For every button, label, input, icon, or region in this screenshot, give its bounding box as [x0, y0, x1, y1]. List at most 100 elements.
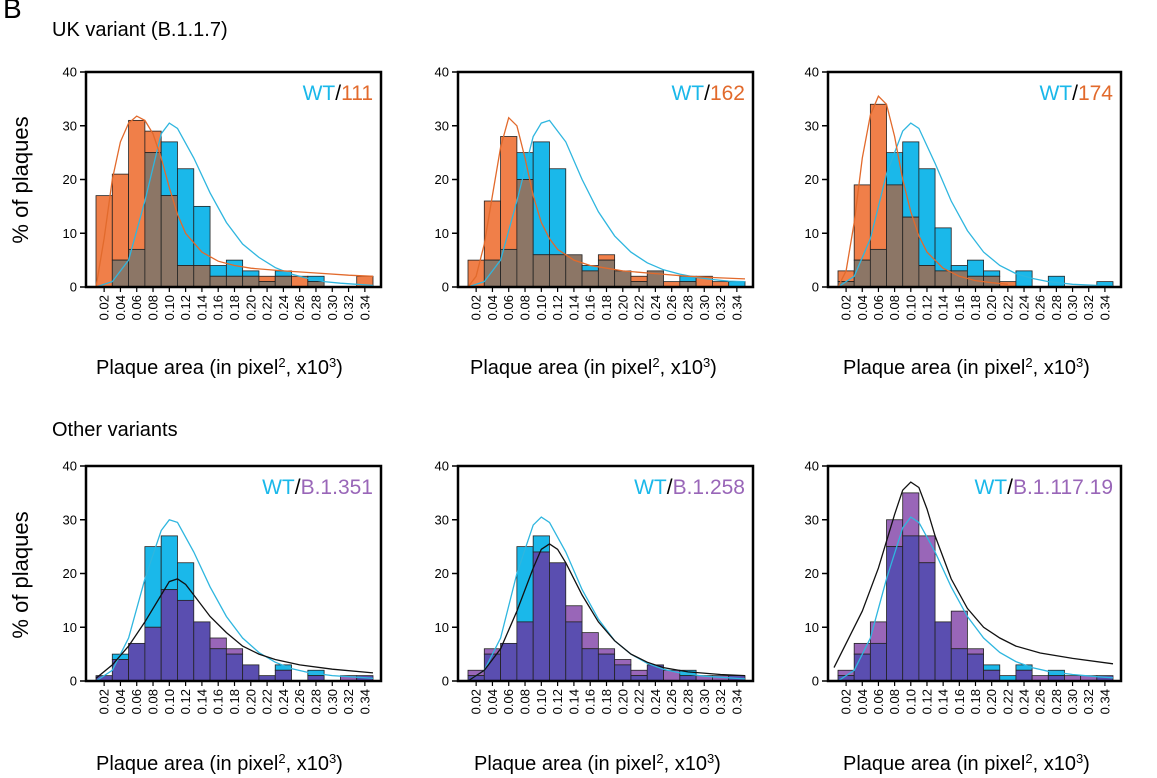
x-tick-label: 0.20: [243, 295, 258, 320]
y-tick-label: 40: [63, 65, 77, 80]
bar-overlap-0.08: [144, 626, 162, 682]
x-tick-label: 0.10: [534, 295, 549, 320]
legend: WT/174: [1039, 82, 1113, 105]
bar-overlap-0.10: [160, 195, 178, 288]
x-tick-label: 0.10: [162, 689, 177, 714]
x-tick-label: 0.10: [903, 689, 918, 714]
bar-wt-0.18: [225, 259, 244, 277]
y-tick-label: 40: [435, 65, 449, 80]
bar-wt-0.10: [902, 141, 920, 218]
y-tick-label: 0: [70, 280, 77, 295]
x-tick-label: 0.14: [566, 689, 581, 714]
y-tick-label: 10: [435, 226, 449, 241]
bar-overlap-0.14: [934, 270, 952, 288]
x-tick-label: 0.30: [1065, 295, 1080, 320]
x-tick-label: 0.12: [919, 295, 934, 320]
x-tick-label: 0.32: [713, 689, 728, 714]
x-tick-label: 0.02: [469, 689, 484, 714]
x-tick-label: 0.04: [485, 689, 500, 714]
fit-curve-wt: [95, 122, 374, 288]
bar-overlap-0.04: [853, 653, 871, 682]
x-tick-label: 0.10: [903, 295, 918, 320]
y-tick-label: 40: [63, 459, 77, 474]
bar-wt-0.16: [950, 265, 968, 272]
x-tick-label: 0.04: [485, 295, 500, 320]
bar-overlap-0.14: [193, 621, 211, 682]
bar-overlap-0.12: [549, 254, 567, 288]
x-tick-label: 0.12: [178, 295, 193, 320]
y-tick-label: 10: [63, 620, 77, 635]
x-tick-label: 0.08: [887, 689, 902, 714]
bar-variant-0.14: [565, 605, 583, 623]
x-tick-label: 0.04: [113, 295, 128, 320]
y-tick-label: 10: [805, 226, 819, 241]
x-tick-label: 0.26: [664, 689, 679, 714]
x-tick-label: 0.26: [292, 689, 307, 714]
bar-overlap-0.06: [869, 248, 887, 288]
bar-overlap-0.18: [597, 259, 616, 288]
bar-overlap-0.10: [532, 254, 550, 288]
bar-overlap-0.12: [177, 599, 195, 682]
x-axis-label: Plaque area (in pixel2, x103): [470, 355, 717, 380]
x-tick-label: 0.08: [146, 295, 161, 320]
x-tick-label: 0.20: [984, 295, 999, 320]
x-tick-label: 0.02: [839, 689, 854, 714]
x-tick-label: 0.14: [566, 295, 581, 320]
y-tick-label: 20: [435, 566, 449, 581]
x-tick-label: 0.34: [357, 689, 372, 714]
bar-overlap-0.24: [1015, 669, 1033, 682]
fit-curve-variant: [833, 481, 1114, 668]
x-tick-label: 0.30: [325, 295, 340, 320]
bar-overlap-0.08: [516, 179, 534, 288]
bar-wt-0.24: [1015, 270, 1033, 288]
x-tick-label: 0.26: [292, 295, 307, 320]
bar-variant-0.04: [853, 642, 871, 655]
bar-overlap-0.16: [950, 648, 968, 682]
bar-variant-0.18: [225, 648, 244, 655]
x-tick-label: 0.12: [550, 295, 565, 320]
x-tick-label: 0.16: [952, 295, 967, 320]
x-tick-label: 0.16: [583, 295, 598, 320]
bar-wt-0.14: [193, 205, 211, 266]
fit-curve-variant: [467, 116, 746, 288]
x-tick-label: 0.20: [615, 295, 630, 320]
y-tick-label: 10: [435, 620, 449, 635]
bar-overlap-0.18: [597, 653, 616, 682]
y-tick-label: 30: [63, 118, 77, 133]
bar-variant-0.16: [950, 610, 968, 650]
bar-variant-0.02: [837, 270, 855, 283]
y-tick-label: 0: [70, 674, 77, 689]
bar-overlap-0.18: [967, 653, 984, 682]
bar-overlap-0.10: [902, 535, 920, 682]
bar-wt-0.24: [1015, 664, 1033, 671]
fit-curve-variant: [95, 115, 374, 288]
x-tick-label: 0.20: [984, 689, 999, 714]
bar-overlap-0.06: [500, 642, 518, 682]
x-tick-label: 0.28: [680, 689, 695, 714]
x-tick-label: 0.16: [952, 689, 967, 714]
legend: WT/162: [671, 82, 745, 105]
x-tick-label: 0.18: [599, 689, 614, 714]
y-tick-label: 0: [812, 280, 819, 295]
x-tick-label: 0.14: [194, 295, 209, 320]
panel-letter: B: [3, 0, 22, 24]
x-axis-label: Plaque area (in pixel2, x103): [96, 751, 343, 776]
x-tick-label: 0.02: [469, 295, 484, 320]
x-tick-label: 0.08: [518, 295, 533, 320]
bar-variant-0.04: [111, 173, 129, 261]
x-tick-label: 0.32: [341, 689, 356, 714]
x-tick-label: 0.26: [1033, 295, 1048, 320]
bar-overlap-0.16: [581, 270, 599, 288]
fit-curve-wt: [837, 122, 1114, 288]
legend: WT/111: [303, 82, 373, 105]
x-tick-label: 0.16: [211, 689, 226, 714]
bar-overlap-0.10: [532, 551, 550, 682]
y-tick-label: 30: [805, 512, 819, 527]
x-tick-label: 0.24: [648, 295, 663, 320]
fit-curve-wt: [837, 516, 1114, 682]
